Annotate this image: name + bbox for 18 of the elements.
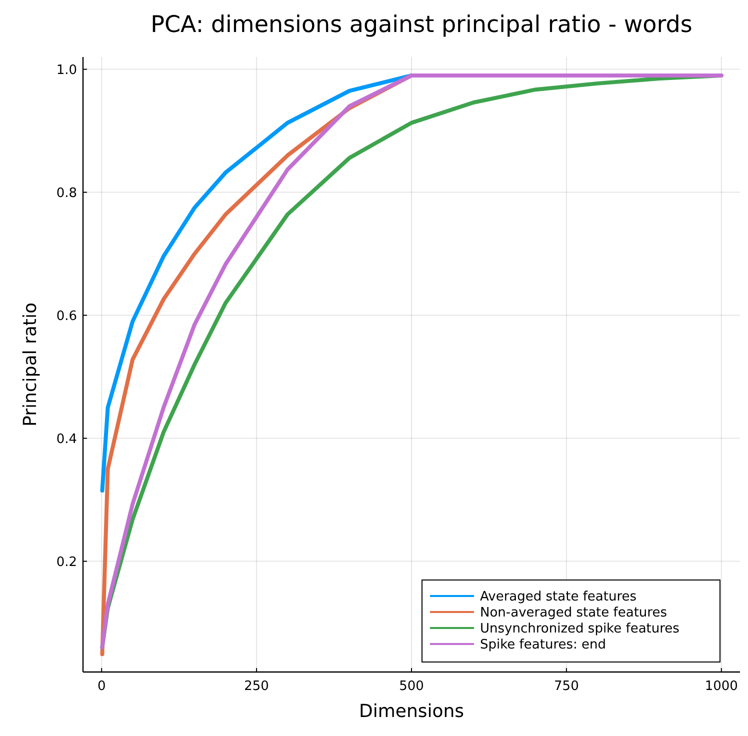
x-tick-label: 250 xyxy=(244,679,269,694)
legend-label: Averaged state features xyxy=(480,590,637,605)
legend-label: Unsynchronized spike features xyxy=(480,622,680,637)
y-axis-title: Principal ratio xyxy=(20,302,41,426)
x-tick-label: 750 xyxy=(554,679,579,694)
chart-title: PCA: dimensions against principal ratio - words xyxy=(150,12,692,38)
y-tick-label: 0.2 xyxy=(56,554,77,570)
x-tick-label: 1000 xyxy=(704,679,738,694)
x-tick-label: 0 xyxy=(97,679,106,694)
y-tick-label: 0.8 xyxy=(56,186,77,201)
legend-label: Non-averaged state features xyxy=(480,606,668,621)
line-series xyxy=(100,73,414,493)
x-axis-title: Dimensions xyxy=(358,701,464,722)
y-tick-label: 0.6 xyxy=(56,308,77,324)
legend-label: Spike features: end xyxy=(480,638,606,653)
x-tick-label: 500 xyxy=(399,679,424,694)
y-tick-label: 1.0 xyxy=(56,62,77,78)
y-tick-label: 0.4 xyxy=(56,432,77,447)
